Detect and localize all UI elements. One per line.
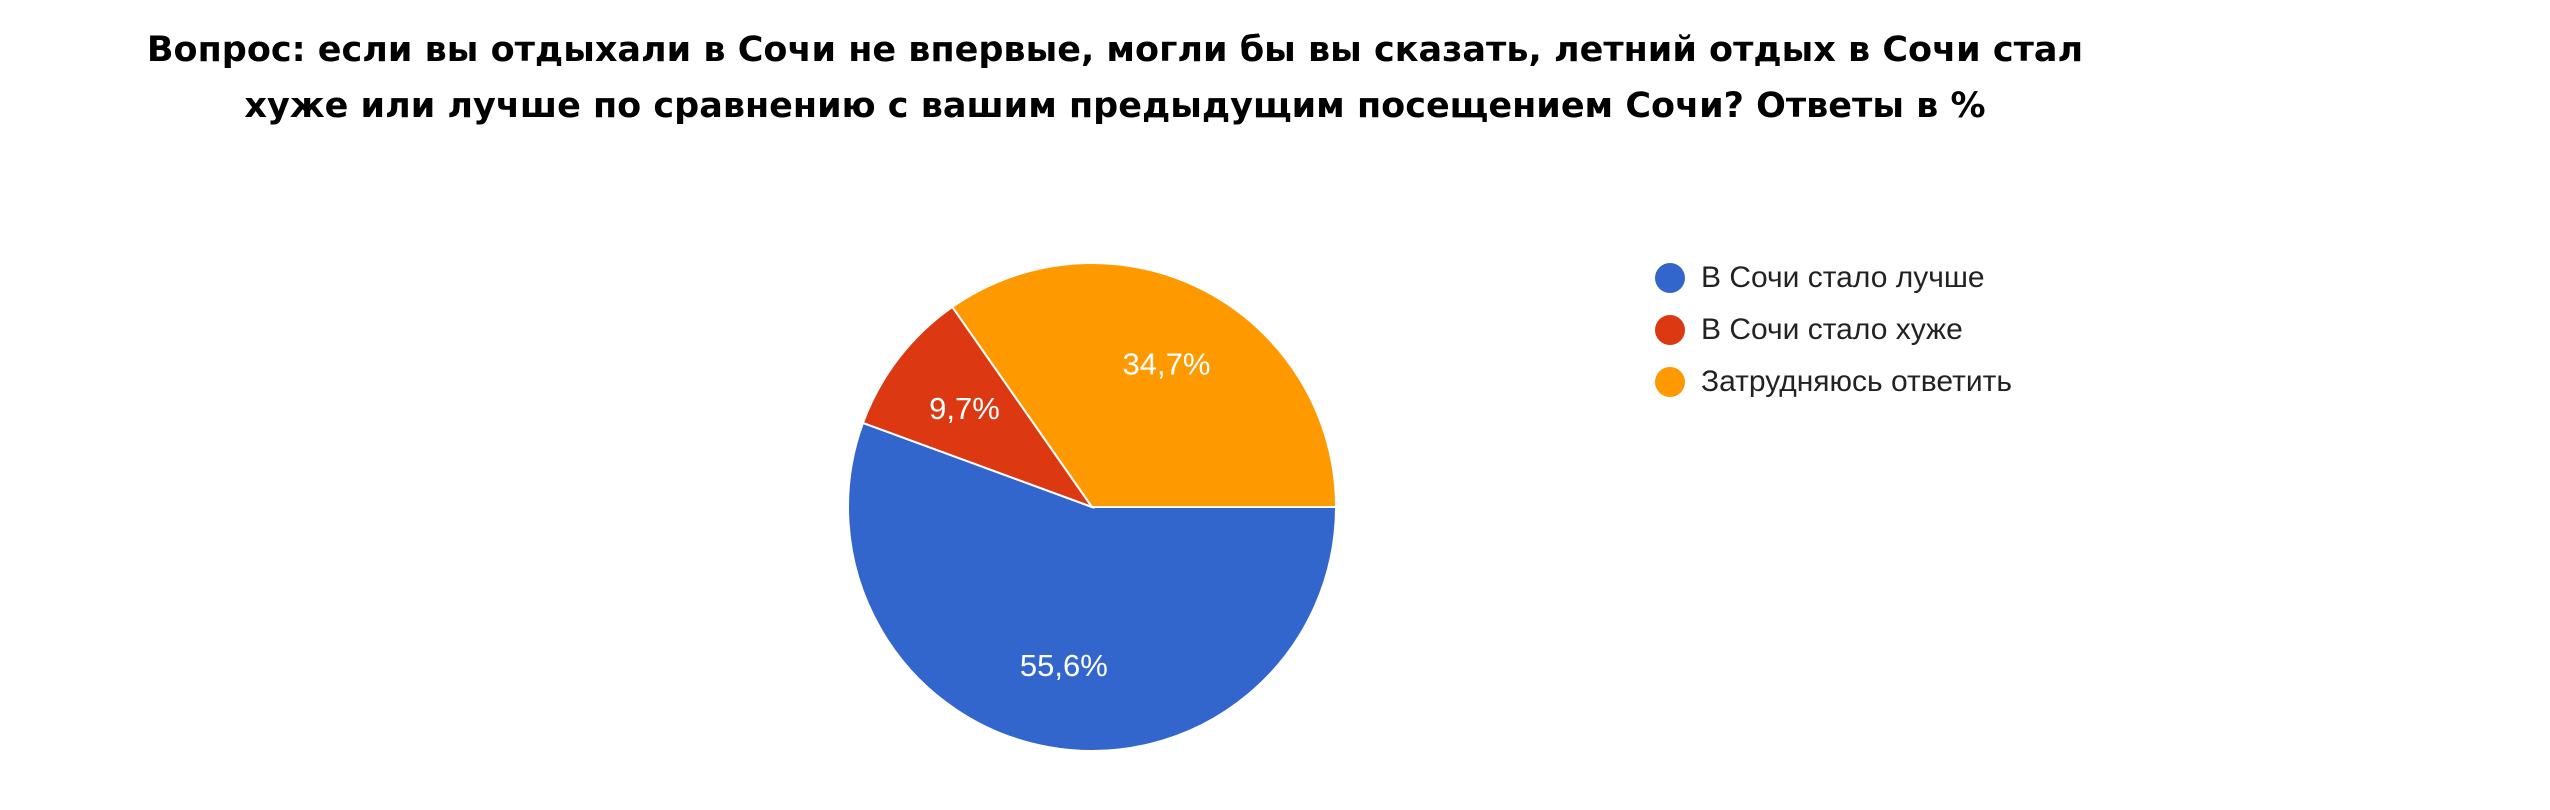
- slice-label-better: 55,6%: [1020, 648, 1108, 683]
- legend-item-better[interactable]: В Сочи стало лучше: [1655, 252, 2012, 304]
- legend-swatch-worse: [1655, 315, 1685, 345]
- pie-slice-worse[interactable]: [861, 305, 1095, 510]
- chart-title: Вопрос: если вы отдыхали в Сочи не вперв…: [0, 22, 2230, 134]
- slice-label-undecided: 34,7%: [1123, 347, 1211, 382]
- legend-label-worse: В Сочи стало хуже: [1701, 313, 1963, 346]
- legend-swatch-better: [1655, 263, 1685, 293]
- slice-label-worse: 9,7%: [929, 391, 1000, 426]
- pie-slice-undecided[interactable]: [950, 262, 1338, 508]
- chart-title-line-2: хуже или лучше по сравнению с вашим пред…: [244, 86, 1986, 126]
- legend-label-undecided: Затрудняюсь ответить: [1701, 365, 2012, 398]
- pie-slice-better[interactable]: [847, 421, 1338, 752]
- chart-title-line-1: Вопрос: если вы отдыхали в Сочи не вперв…: [146, 30, 2084, 70]
- legend-item-undecided[interactable]: Затрудняюсь ответить: [1655, 356, 2012, 408]
- legend-item-worse[interactable]: В Сочи стало хуже: [1655, 304, 2012, 356]
- legend-swatch-undecided: [1655, 367, 1685, 397]
- chart-legend: В Сочи стало лучше В Сочи стало хуже Зат…: [1655, 252, 2012, 408]
- legend-label-better: В Сочи стало лучше: [1701, 261, 1985, 294]
